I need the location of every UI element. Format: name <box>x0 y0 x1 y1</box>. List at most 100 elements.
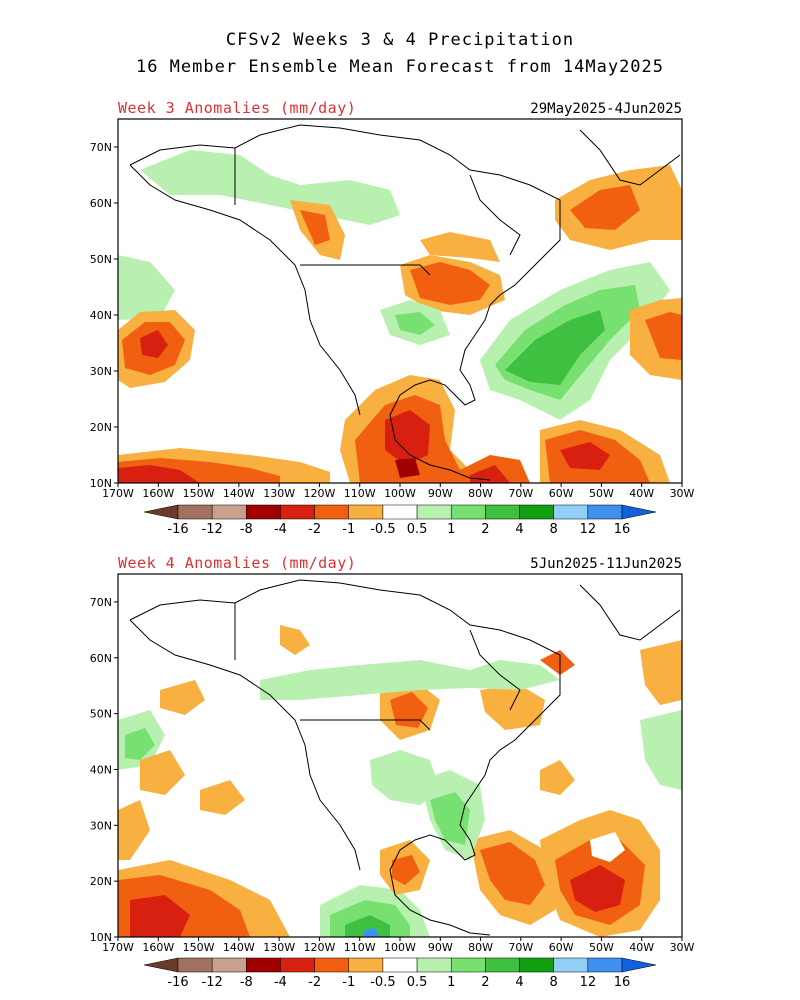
week3-colorbar-swatch <box>246 504 281 520</box>
week4-lon-label: 110W <box>344 941 376 954</box>
week4-lon-label: 90W <box>428 941 453 954</box>
week4-colorbar-label: -2 <box>308 975 321 990</box>
week4-colorbar-swatch <box>621 957 657 973</box>
week4-lon-label: 160W <box>142 941 174 954</box>
week3-colorbar-label: -16 <box>167 522 188 537</box>
week4-lon-label: 100W <box>384 941 416 954</box>
week3-lat-label: 30N <box>90 365 112 378</box>
week3-anomaly-field <box>118 150 682 483</box>
week3-colorbar-swatch <box>587 504 623 520</box>
week3-coastlines <box>129 124 681 481</box>
week4-lon-label: 140W <box>223 941 255 954</box>
week3-lon-label: 40W <box>629 487 654 500</box>
week3-colorbar-swatch <box>143 504 179 520</box>
week3-colorbar-label: -0.5 <box>370 522 395 537</box>
week3-lat-label: 10N <box>90 477 112 490</box>
week4-colorbar-label: 0.5 <box>407 975 428 990</box>
week3-lon-label: 90W <box>428 487 453 500</box>
week3-colorbar-swatch <box>348 504 384 520</box>
week4-lat-label: 40N <box>90 763 112 776</box>
week4-colorbar: -16 -12 -8 -4 -2 -1 -0.5 0.5 1 2 4 8 12 16 <box>143 957 657 990</box>
week3-lon-label: 30W <box>670 487 695 500</box>
week4-colorbar-label: -0.5 <box>370 975 395 990</box>
week4-panel-label: Week 4 Anomalies (mm/day) <box>118 554 357 572</box>
week4-colorbar-swatch <box>450 957 486 973</box>
week4-colorbar-swatch <box>143 957 179 973</box>
week3-colorbar: -16 -12 -8 -4 -2 -1 -0.5 0.5 1 2 4 8 12 16 <box>143 504 657 537</box>
week4-colorbar-swatch <box>553 957 589 973</box>
week4-lat-label: 60N <box>90 652 112 665</box>
page-title-line1: CFSv2 Weeks 3 & 4 Precipitation <box>225 30 575 50</box>
week4-colorbar-label: 12 <box>580 975 597 990</box>
week4-date-range: 5Jun2025-11Jun2025 <box>530 556 682 572</box>
week4-colorbar-swatch <box>348 957 384 973</box>
week3-colorbar-label: -1 <box>342 522 355 537</box>
week4-colorbar-swatch <box>416 957 452 973</box>
week4-lon-label: 130W <box>263 941 295 954</box>
week3-lat-label: 50N <box>90 253 112 266</box>
week3-colorbar-label: -12 <box>202 522 223 537</box>
week3-lat-label: 20N <box>90 421 112 434</box>
week4-anomaly-field <box>118 625 682 937</box>
week3-colorbar-label: -8 <box>240 522 253 537</box>
week4-colorbar-label: -8 <box>240 975 253 990</box>
week4-lon-label: 70W <box>508 941 533 954</box>
week4-colorbar-swatch <box>177 957 213 973</box>
week3-colorbar-swatch <box>553 504 589 520</box>
week3-lon-label: 100W <box>384 487 416 500</box>
week4-lon-label: 40W <box>629 941 654 954</box>
week3-lon-label: 80W <box>468 487 493 500</box>
week4-colorbar-label: -12 <box>202 975 223 990</box>
week3-colorbar-label: 16 <box>614 522 631 537</box>
week3-lon-label: 70W <box>508 487 533 500</box>
week3-lon-label: 150W <box>183 487 215 500</box>
week3-colorbar-label: 0.5 <box>407 522 428 537</box>
week4-lon-label: 170W <box>102 941 134 954</box>
week4-colorbar-swatch <box>211 957 247 973</box>
week3-lon-label: 50W <box>589 487 614 500</box>
week3-date-range: 29May2025-4Jun2025 <box>530 101 682 117</box>
week4-lat-label: 20N <box>90 875 112 888</box>
week4-lat-label: 10N <box>90 931 112 944</box>
week3-lon-label: 160W <box>142 487 174 500</box>
week4-lon-label: 50W <box>589 941 614 954</box>
week4-lon-label: 60W <box>549 941 574 954</box>
week3-colorbar-swatch <box>314 504 350 520</box>
week3-colorbar-swatch <box>280 504 315 520</box>
week3-lon-label: 120W <box>303 487 335 500</box>
week3-colorbar-swatch <box>416 504 452 520</box>
week4-colorbar-label: 1 <box>447 975 455 990</box>
week4-colorbar-swatch <box>382 957 418 973</box>
week4-lon-label: 30W <box>670 941 695 954</box>
week4-lat-label: 50N <box>90 708 112 721</box>
week4-colorbar-swatch <box>314 957 350 973</box>
week4-colorbar-label: -1 <box>342 975 355 990</box>
week3-colorbar-swatch <box>211 504 247 520</box>
week3-colorbar-label: 8 <box>550 522 558 537</box>
week3-colorbar-label: 12 <box>580 522 597 537</box>
week3-lon-label: 170W <box>102 487 134 500</box>
week4-lon-label: 80W <box>468 941 493 954</box>
week3-colorbar-label: 1 <box>447 522 455 537</box>
week3-lon-label: 60W <box>549 487 574 500</box>
week4-colorbar-swatch <box>519 957 554 973</box>
week3-lat-label: 70N <box>90 141 112 154</box>
week4-colorbar-swatch <box>280 957 315 973</box>
week4-lat-label: 70N <box>90 596 112 609</box>
week3-colorbar-label: -4 <box>274 522 287 537</box>
week4-lon-label: 150W <box>183 941 215 954</box>
week3-lat-label: 40N <box>90 309 112 322</box>
week4-coastlines <box>129 579 681 936</box>
week3-colorbar-label: 4 <box>515 522 523 537</box>
week4-colorbar-swatch <box>246 957 281 973</box>
week4-colorbar-label: 2 <box>481 975 489 990</box>
week3-colorbar-label: 2 <box>481 522 489 537</box>
week3-lat-label: 60N <box>90 197 112 210</box>
week3-colorbar-label: -2 <box>308 522 321 537</box>
week3-colorbar-swatch <box>519 504 554 520</box>
week4-colorbar-swatch <box>485 957 520 973</box>
